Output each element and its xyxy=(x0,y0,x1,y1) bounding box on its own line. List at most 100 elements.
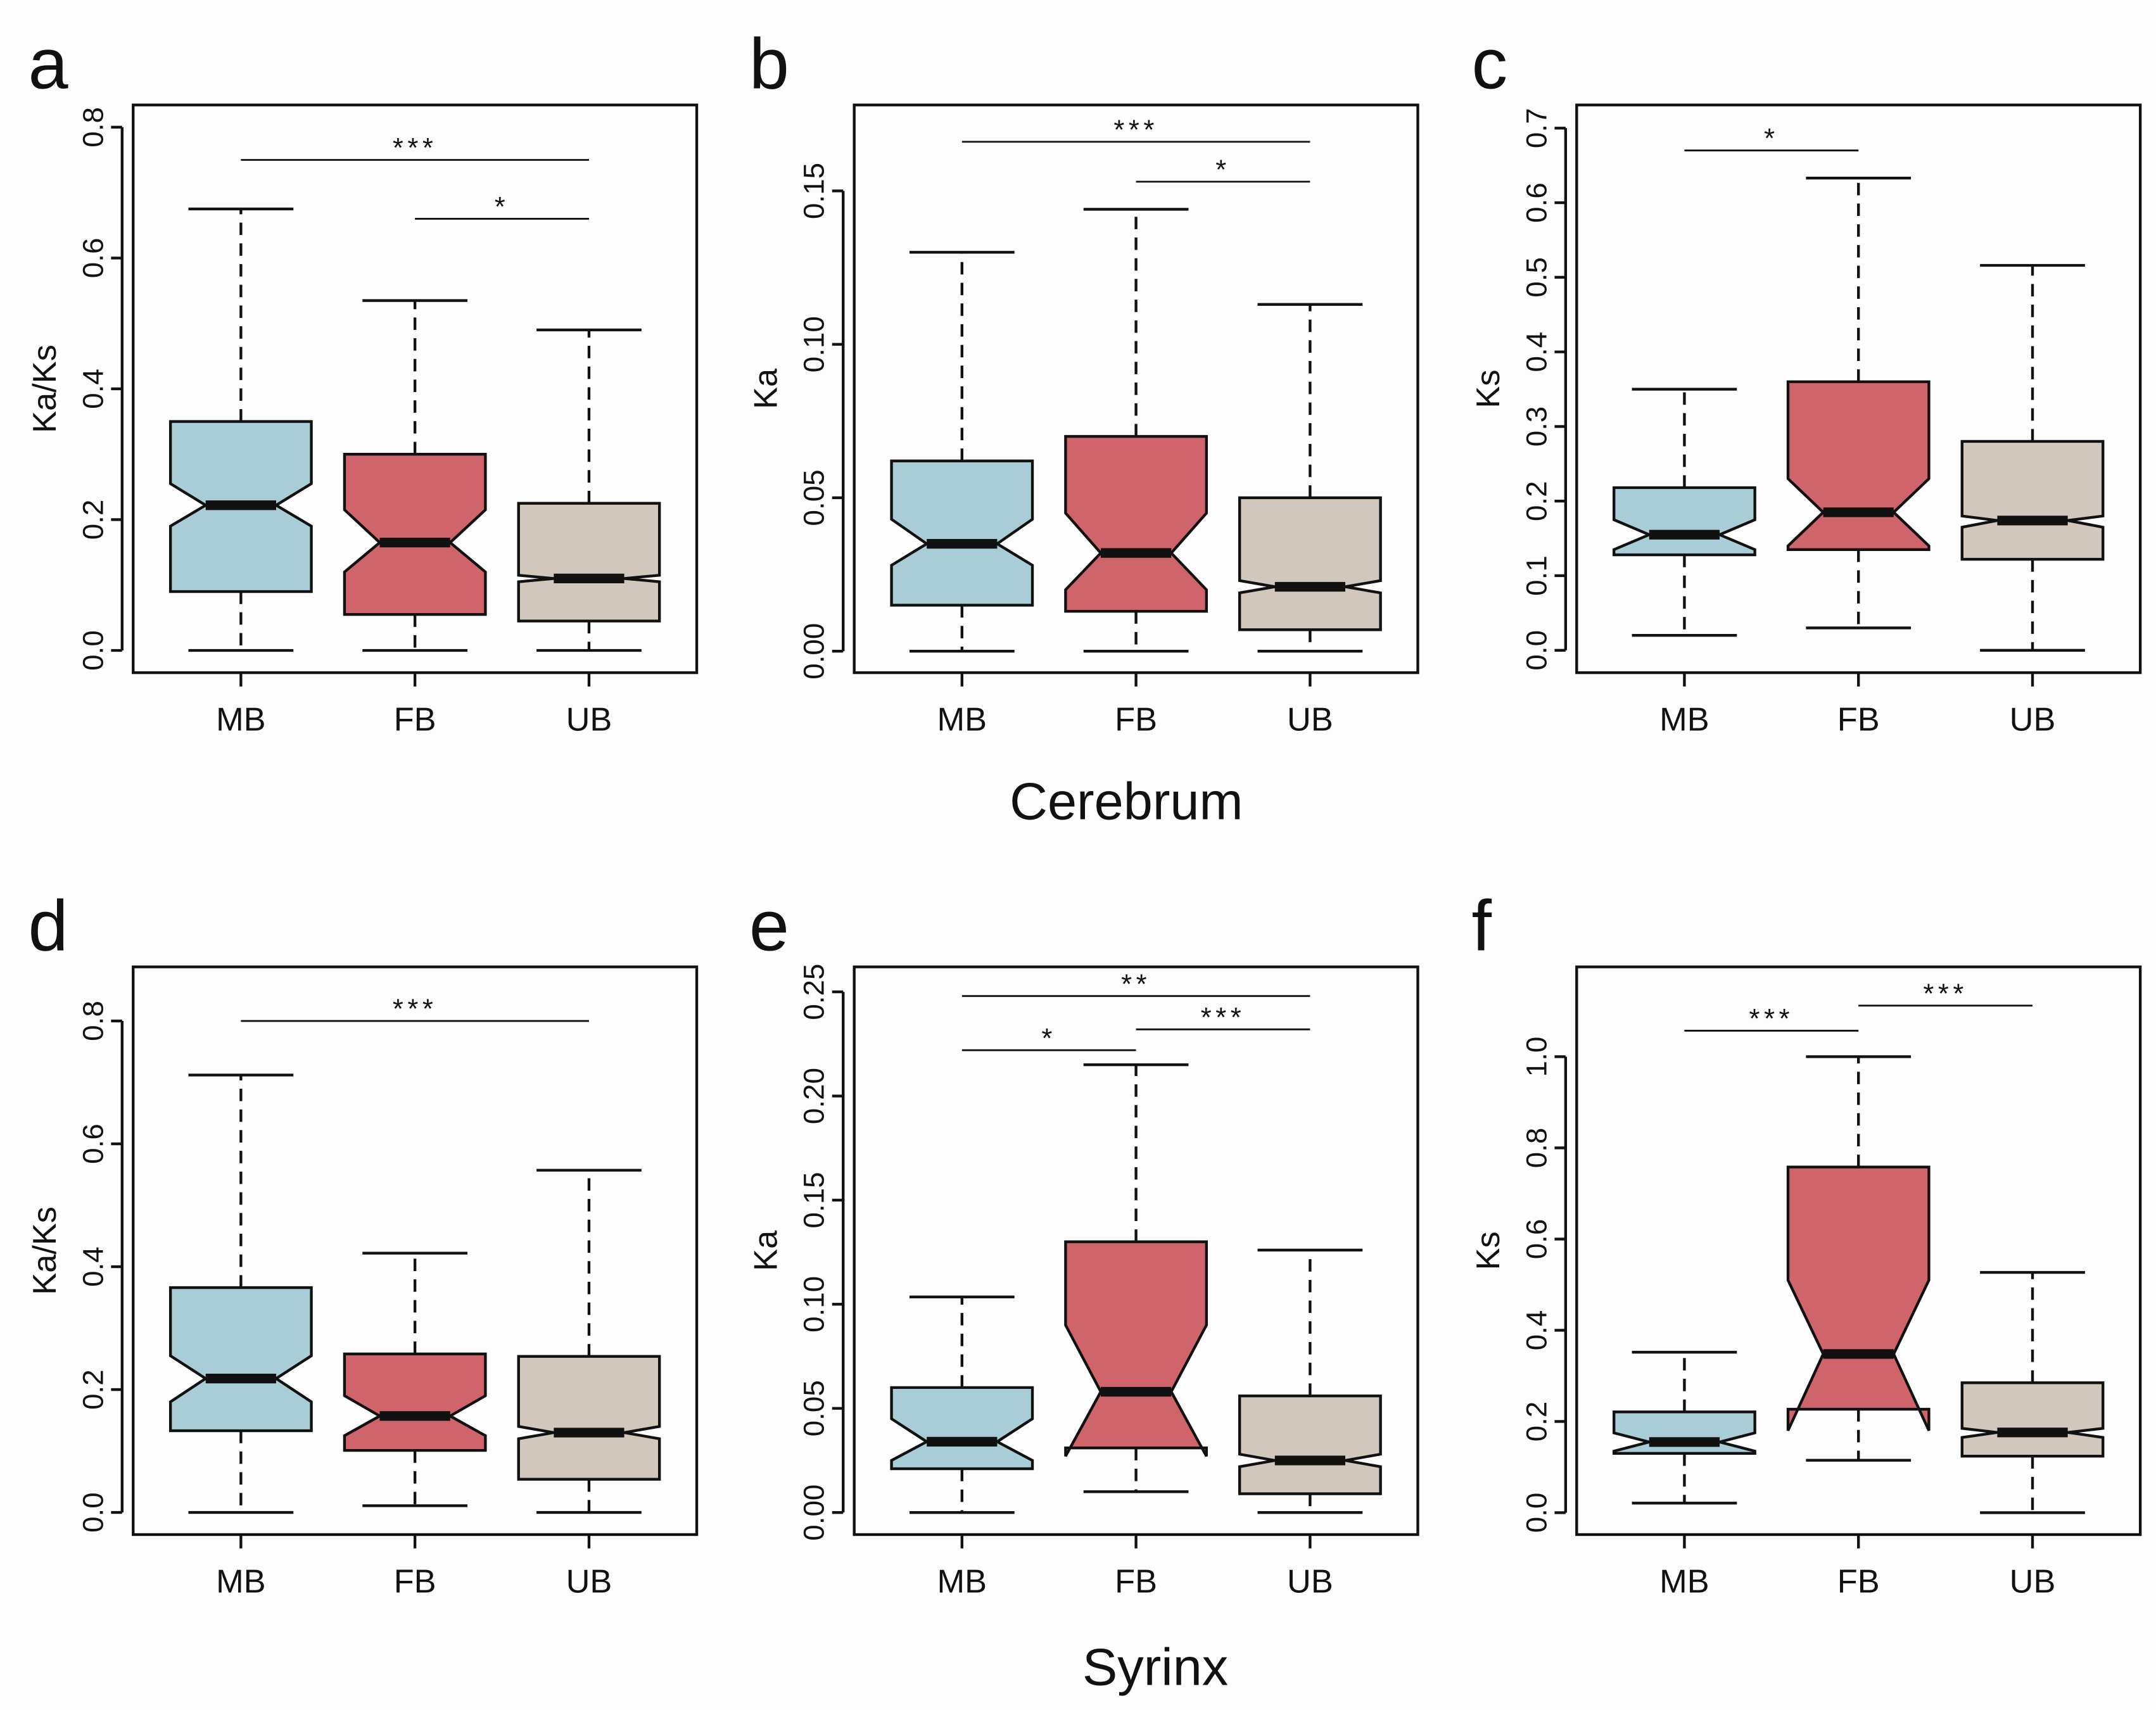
panel-letter: d xyxy=(28,885,68,966)
box-MB xyxy=(1613,486,1756,557)
box-MB xyxy=(890,459,1034,607)
plot-frame xyxy=(1575,103,2142,674)
y-tick-label: 0.05 xyxy=(798,1380,830,1436)
significance-label: *** xyxy=(1201,1003,1246,1033)
x-tick-label: UB xyxy=(2010,702,2056,738)
y-axis-label: Ks xyxy=(1470,1231,1507,1270)
y-tick-label: 0.00 xyxy=(798,1485,830,1541)
box-UB xyxy=(1960,1381,2105,1458)
significance-label: * xyxy=(1041,1023,1056,1054)
x-tick-label: MB xyxy=(1659,1564,1709,1600)
y-tick-label: 0.8 xyxy=(77,1001,109,1041)
plot-frame xyxy=(132,965,699,1536)
plot-frame xyxy=(853,103,1419,674)
significance-label: * xyxy=(1764,124,1779,154)
panel-letter: c xyxy=(1472,24,1508,104)
y-axis-label: Ka/Ks xyxy=(27,345,63,433)
y-tick-label: 0.7 xyxy=(1520,108,1552,148)
x-tick-label: FB xyxy=(1115,702,1157,738)
x-tick-label: FB xyxy=(394,702,436,738)
box-UB xyxy=(517,502,661,623)
y-tick-label: 0.5 xyxy=(1520,257,1552,298)
y-axis-label: Ka/Ks xyxy=(27,1206,63,1295)
y-tick-label: 0.0 xyxy=(1520,1493,1552,1533)
box-FB xyxy=(343,453,487,616)
box-UB xyxy=(1238,496,1382,631)
x-tick-label: UB xyxy=(1287,702,1333,738)
y-tick-label: 0.0 xyxy=(1520,630,1552,671)
y-tick-label: 0.2 xyxy=(1520,1402,1552,1442)
y-tick-label: 0.10 xyxy=(798,316,830,372)
plot-frame xyxy=(1575,965,2142,1536)
y-tick-label: 0.0 xyxy=(77,630,109,671)
row-label-cerebrum: Cerebrum xyxy=(1010,771,1243,830)
significance-label: ** xyxy=(1121,969,1151,999)
x-tick-label: UB xyxy=(566,1564,612,1600)
y-tick-label: 0.4 xyxy=(1520,332,1552,372)
y-tick-label: 0.4 xyxy=(1520,1310,1552,1351)
panel-d: d Ka/Ks 0.0 0.2 0.4 0.6 0.8 MB FB UB *** xyxy=(27,885,699,1600)
y-tick-label: 0.3 xyxy=(1520,407,1552,447)
x-tick-label: FB xyxy=(1837,1564,1880,1600)
y-tick-label: 0.00 xyxy=(798,623,830,680)
significance-label: * xyxy=(495,192,510,222)
y-tick-label: 0.8 xyxy=(1520,1128,1552,1168)
y-tick-label: 0.4 xyxy=(77,1246,109,1287)
plot-frame xyxy=(853,965,1419,1536)
y-tick-label: 0.25 xyxy=(798,964,830,1020)
y-tick-label: 0.2 xyxy=(77,500,109,540)
y-tick-label: 0.15 xyxy=(798,163,830,219)
y-tick-label: 0.15 xyxy=(798,1172,830,1228)
y-tick-label: 0.6 xyxy=(77,1124,109,1164)
box-FB xyxy=(1786,380,1931,551)
box-FB xyxy=(1064,1240,1208,1457)
panel-a: aKa/Ks0.00.20.40.60.8MB FB UB**** xyxy=(27,24,699,738)
panel-f: f Ks 0.0 0.2 0.4 0.6 0.8 1.0 MB FB UB *** *** xyxy=(1470,885,2142,1600)
x-tick-label: FB xyxy=(1115,1564,1157,1600)
panel-letter: b xyxy=(749,24,789,104)
x-tick-label: MB xyxy=(216,702,266,738)
plot-frame xyxy=(132,103,699,674)
x-tick-label: UB xyxy=(1287,1564,1333,1600)
box-UB xyxy=(517,1355,661,1481)
y-tick-label: 0.20 xyxy=(798,1068,830,1124)
y-tick-label: 0.0 xyxy=(77,1492,109,1533)
x-tick-label: MB xyxy=(937,1564,987,1600)
significance-label: *** xyxy=(1749,1004,1794,1034)
y-axis-label: Ka xyxy=(748,1230,785,1271)
y-tick-label: 0.10 xyxy=(798,1276,830,1333)
box-MB xyxy=(890,1386,1034,1471)
panel-letter: e xyxy=(749,885,789,966)
y-tick-label: 0.2 xyxy=(1520,481,1552,521)
box-MB xyxy=(168,1286,313,1433)
significance-label: *** xyxy=(1923,978,1968,1009)
box-UB xyxy=(1960,440,2105,561)
x-tick-label: FB xyxy=(1837,702,1880,738)
panel-letter: a xyxy=(28,24,68,104)
panel-letter: f xyxy=(1472,885,1492,966)
row-label-syrinx: Syrinx xyxy=(1082,1638,1228,1697)
y-axis-label: Ks xyxy=(1470,369,1507,408)
y-axis-label: Ka xyxy=(748,368,785,409)
box-FB xyxy=(1064,434,1208,613)
box-FB xyxy=(1786,1165,1931,1431)
significance-label: *** xyxy=(1113,115,1158,146)
box-FB xyxy=(343,1352,487,1452)
y-tick-label: 0.1 xyxy=(1520,555,1552,596)
box-MB xyxy=(1613,1410,1756,1455)
y-tick-label: 0.6 xyxy=(77,238,109,279)
significance-label: *** xyxy=(393,133,438,163)
significance-label: *** xyxy=(393,994,438,1025)
y-tick-label: 0.4 xyxy=(77,369,109,409)
y-tick-label: 0.8 xyxy=(77,107,109,148)
box-UB xyxy=(1238,1394,1382,1495)
x-tick-label: FB xyxy=(394,1564,436,1600)
x-tick-label: UB xyxy=(2010,1564,2056,1600)
x-tick-label: UB xyxy=(566,702,612,738)
panel-c: c Ks 0.0 0.1 0.2 0.3 0.4 0.5 0.6 0.7 MB FB UB * xyxy=(1470,24,2142,738)
y-tick-label: 0.6 xyxy=(1520,182,1552,223)
y-tick-label: 0.05 xyxy=(798,469,830,526)
